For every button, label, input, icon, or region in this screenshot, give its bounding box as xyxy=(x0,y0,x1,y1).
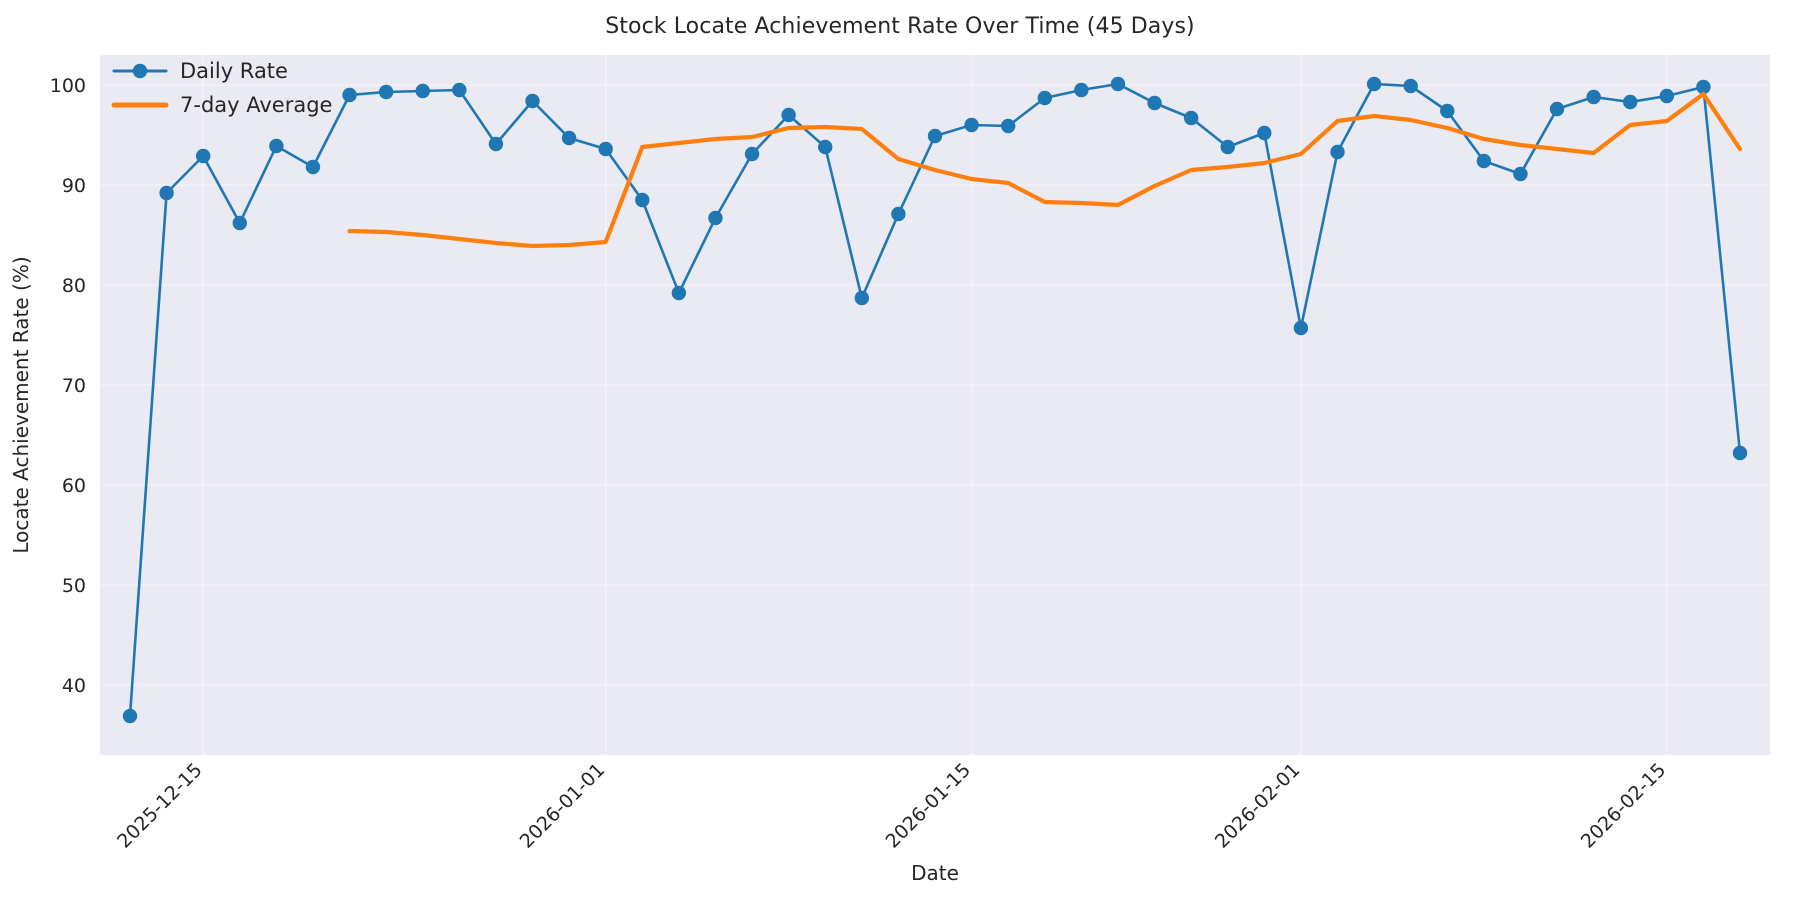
y-axis-title: Locate Achievement Rate (%) xyxy=(9,256,33,553)
data-point xyxy=(232,215,247,231)
data-point xyxy=(1513,166,1528,182)
y-tick-label: 90 xyxy=(62,175,86,197)
data-point xyxy=(488,136,504,152)
data-point xyxy=(781,107,796,123)
data-point xyxy=(1586,89,1601,105)
legend-label: Daily Rate xyxy=(180,59,288,83)
data-point xyxy=(1659,88,1675,104)
data-point xyxy=(561,130,577,146)
data-point xyxy=(342,87,357,103)
data-point xyxy=(122,708,138,724)
line-chart-svg: Daily Rate 7-day Average xyxy=(100,55,1770,755)
data-point xyxy=(964,117,979,133)
y-tick-label: 100 xyxy=(50,75,86,97)
data-point xyxy=(1623,94,1638,110)
data-point xyxy=(1696,79,1711,95)
x-axis-title: Date xyxy=(911,861,959,885)
series-line xyxy=(347,91,1743,249)
data-point xyxy=(1293,320,1309,336)
data-point xyxy=(1037,90,1052,106)
data-point xyxy=(1732,445,1748,461)
x-tick-label: 2026-01-15 xyxy=(881,759,975,853)
chart-legend: Daily Rate 7-day Average xyxy=(111,59,332,117)
page-title: Stock Locate Achievement Rate Over Time … xyxy=(605,14,1195,39)
data-point xyxy=(305,159,321,175)
x-tick-label: 2025-12-15 xyxy=(113,759,207,853)
series-seven-day-average xyxy=(347,91,1743,249)
data-point xyxy=(1366,76,1382,92)
data-point xyxy=(415,83,430,99)
data-point xyxy=(744,146,760,162)
data-point xyxy=(1549,101,1565,117)
data-point xyxy=(854,290,870,306)
data-point xyxy=(891,206,906,222)
data-point xyxy=(1147,95,1162,111)
data-point xyxy=(635,192,650,208)
data-point xyxy=(818,139,833,155)
data-point xyxy=(1220,139,1235,155)
plot-area-wrapper: Daily Rate 7-day Average xyxy=(100,55,1770,755)
data-point xyxy=(159,185,174,201)
x-tick-label: 2026-02-15 xyxy=(1577,759,1671,853)
data-point xyxy=(1440,103,1455,119)
data-point xyxy=(671,285,687,301)
data-point xyxy=(378,84,394,100)
data-point xyxy=(927,128,943,144)
series-daily-rate xyxy=(122,76,1748,724)
data-point xyxy=(708,210,723,226)
data-point xyxy=(1403,78,1418,94)
x-tick-label: 2026-02-01 xyxy=(1211,759,1305,853)
data-point xyxy=(195,148,211,164)
y-tick-label: 80 xyxy=(62,275,86,297)
data-point xyxy=(269,138,284,154)
data-point xyxy=(1000,118,1016,134)
y-tick-label: 50 xyxy=(62,575,86,597)
data-point xyxy=(452,82,467,98)
data-point xyxy=(1257,125,1272,141)
data-point xyxy=(1074,82,1089,98)
plot-background xyxy=(100,55,1770,755)
y-tick-label: 70 xyxy=(62,375,86,397)
data-point xyxy=(1110,76,1126,92)
data-point xyxy=(598,141,613,157)
y-tick-label: 60 xyxy=(62,475,86,497)
legend-marker xyxy=(132,63,148,79)
y-tick-label: 40 xyxy=(62,675,86,697)
data-point xyxy=(525,93,540,109)
data-point xyxy=(1476,153,1492,169)
legend-label: 7-day Average xyxy=(180,93,332,117)
gridlines xyxy=(100,55,1770,755)
x-tick-label: 2026-01-01 xyxy=(516,759,610,853)
data-point xyxy=(1330,144,1345,160)
data-point xyxy=(1183,110,1199,126)
